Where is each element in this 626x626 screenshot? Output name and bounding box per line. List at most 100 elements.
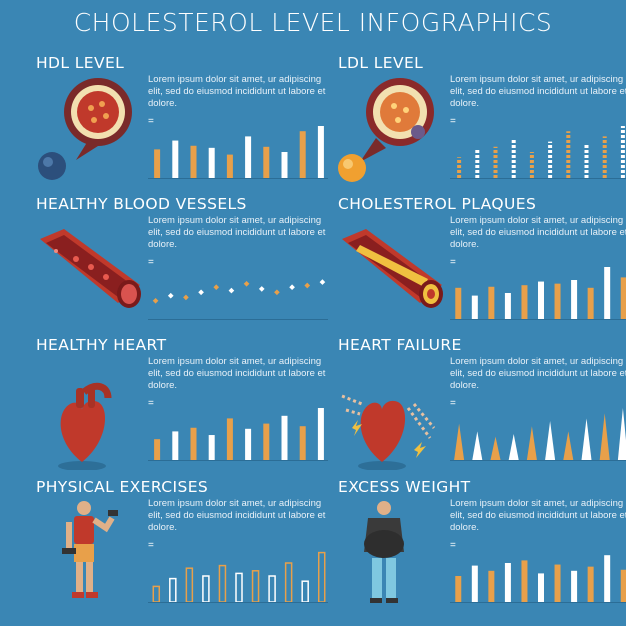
healthy-vessel-icon <box>36 217 146 329</box>
chart-mark <box>228 287 235 294</box>
chart-mark <box>604 555 611 602</box>
chart-mark <box>455 576 462 602</box>
chart-mark <box>455 287 462 319</box>
chart-mark <box>183 294 189 301</box>
section-heading: PHYSICAL EXERCISES <box>36 478 209 496</box>
chart-mark <box>169 577 177 602</box>
chart-mark <box>304 282 311 289</box>
section-chart <box>154 126 324 178</box>
section-chart <box>154 408 324 460</box>
equals-sign: = <box>450 540 456 551</box>
section-heading: HEALTHY HEART <box>36 336 167 354</box>
chart-mark <box>490 436 501 460</box>
section-physical-exercises: PHYSICAL EXERCISES Lorem ipsum dolor sit… <box>36 478 336 616</box>
chart-mark <box>581 418 592 460</box>
chart-mark <box>274 289 280 296</box>
chart-baseline <box>450 178 626 179</box>
chart-mark <box>243 280 250 287</box>
chart-mark <box>571 280 578 319</box>
chart-mark <box>521 285 528 319</box>
section-description: Lorem ipsum dolor sit amet, ur adipiscin… <box>450 498 626 533</box>
hdl-particle-icon <box>36 76 146 188</box>
page-title: CHOLESTEROL LEVEL INFOGRAPHICS <box>73 8 553 37</box>
section-description: Lorem ipsum dolor sit amet, ur adipiscin… <box>148 215 326 250</box>
chart-mark <box>472 431 483 460</box>
excess-weight-man-icon <box>338 500 448 612</box>
chart-mark <box>554 564 561 602</box>
section-description: Lorem ipsum dolor sit amet, ur adipiscin… <box>450 356 626 391</box>
section-heading: EXCESS WEIGHT <box>338 478 471 496</box>
equals-sign: = <box>450 116 456 127</box>
chart-mark <box>172 140 179 178</box>
equals-sign: = <box>450 398 456 409</box>
equals-sign: = <box>148 540 154 551</box>
section-description: Lorem ipsum dolor sit amet, ur adipiscin… <box>450 74 626 109</box>
chart-mark <box>213 284 220 291</box>
ldl-particle-icon <box>338 76 448 188</box>
chart-mark <box>488 570 495 602</box>
section-chart <box>457 126 625 178</box>
chart-mark <box>251 570 260 602</box>
chart-mark <box>218 564 227 602</box>
section-heading: CHOLESTEROL PLAQUES <box>338 195 537 213</box>
chart-mark <box>190 145 197 178</box>
chart-mark <box>599 413 610 460</box>
section-chart <box>455 267 626 319</box>
chart-mark <box>152 585 161 602</box>
chart-mark <box>281 415 288 460</box>
section-cholesterol-plaques: CHOLESTEROL PLAQUES Lorem ipsum dolor si… <box>338 195 626 333</box>
chart-mark <box>245 428 252 460</box>
chart-mark <box>281 152 288 178</box>
section-heading: LDL LEVEL <box>338 54 424 72</box>
section-hdl-level: HDL LEVEL Lorem ipsum dolor sit amet, ur… <box>36 54 336 192</box>
section-description: Lorem ipsum dolor sit amet, ur adipiscin… <box>148 498 326 533</box>
chart-baseline <box>148 460 328 461</box>
chart-mark <box>152 297 159 304</box>
chart-mark <box>317 408 324 460</box>
chart-mark <box>268 575 276 602</box>
chart-mark <box>571 570 578 602</box>
chart-mark <box>258 286 265 292</box>
chart-baseline <box>450 602 626 603</box>
chart-mark <box>538 573 544 602</box>
chart-baseline <box>148 602 328 603</box>
chart-baseline <box>148 319 328 320</box>
section-heading: HDL LEVEL <box>36 54 125 72</box>
chart-mark <box>202 575 210 602</box>
chart-mark <box>620 277 626 319</box>
chart-mark <box>185 567 194 602</box>
section-description: Lorem ipsum dolor sit amet, ur adipiscin… <box>148 74 326 109</box>
chart-mark <box>454 423 465 460</box>
equals-sign: = <box>450 257 456 268</box>
chart-mark <box>617 408 626 460</box>
section-description: Lorem ipsum dolor sit amet, ur adipiscin… <box>148 356 326 391</box>
chart-mark <box>521 560 528 602</box>
chart-mark <box>319 279 326 285</box>
equals-sign: = <box>148 398 154 409</box>
chart-mark <box>317 551 326 602</box>
chart-mark <box>620 569 626 602</box>
section-chart <box>152 551 326 602</box>
section-healthy-heart: HEALTHY HEART Lorem ipsum dolor sit amet… <box>36 336 336 474</box>
section-heading: HEALTHY BLOOD VESSELS <box>36 195 247 213</box>
equals-sign: = <box>148 257 154 268</box>
plaque-vessel-icon <box>338 217 448 329</box>
healthy-heart-icon <box>36 358 146 470</box>
section-chart <box>455 555 626 602</box>
exercise-man-icon <box>36 500 146 612</box>
chart-mark <box>263 423 270 460</box>
chart-mark <box>167 292 174 299</box>
chart-mark <box>504 293 511 319</box>
chart-mark <box>172 431 179 460</box>
chart-baseline <box>450 460 626 461</box>
chart-mark <box>488 286 495 319</box>
equals-sign: = <box>148 116 154 127</box>
chart-mark <box>471 295 478 319</box>
chart-mark <box>154 149 161 178</box>
chart-mark <box>208 147 215 178</box>
chart-mark <box>226 418 233 460</box>
chart-mark <box>538 281 544 319</box>
chart-mark <box>587 287 594 319</box>
chart-mark <box>289 284 295 291</box>
chart-mark <box>235 572 243 602</box>
